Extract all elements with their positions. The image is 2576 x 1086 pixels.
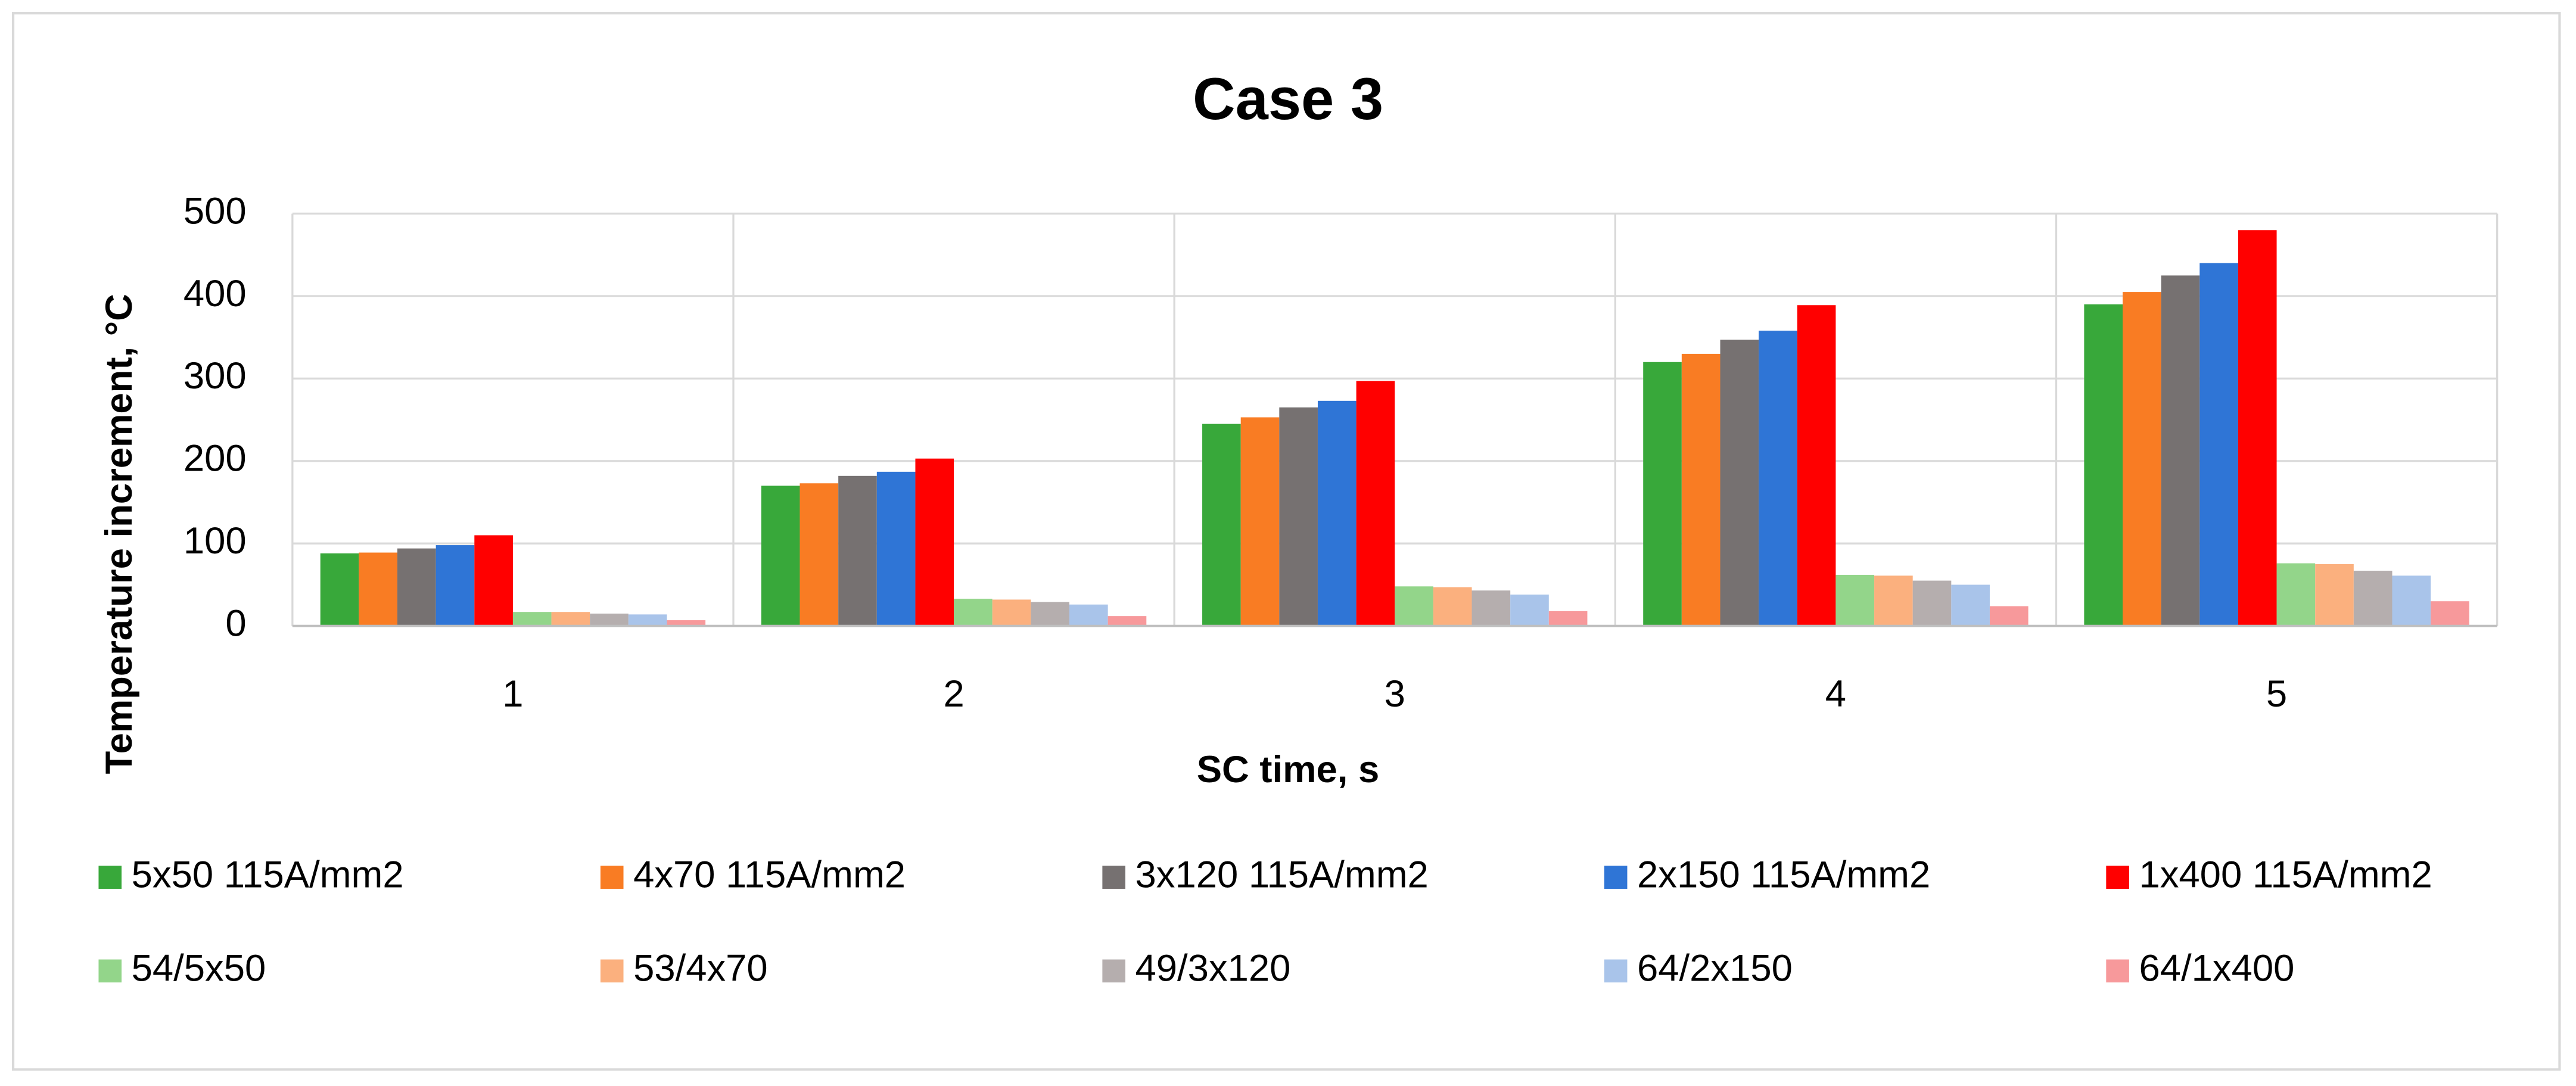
bar (474, 535, 513, 626)
bar (1279, 407, 1318, 626)
bar (1797, 305, 1836, 626)
bar (590, 613, 629, 626)
bar (992, 599, 1031, 626)
legend-swatch (98, 866, 122, 889)
bar (1759, 331, 1797, 626)
bar (1356, 381, 1395, 626)
bar (1874, 575, 1913, 626)
bar (435, 545, 475, 626)
x-tick-label: 1 (502, 673, 523, 715)
bar (1471, 590, 1511, 626)
legend-label: 54/5x50 (132, 948, 266, 989)
bar (2084, 304, 2123, 626)
bar (1069, 604, 1108, 626)
y-tick-label: 400 (183, 273, 247, 315)
bar (1951, 584, 1990, 626)
bar (2199, 263, 2238, 626)
bar (1681, 353, 1721, 626)
legend-swatch (1102, 959, 1125, 983)
y-tick-label: 200 (183, 438, 247, 480)
bar (2431, 601, 2469, 626)
legend-swatch (1102, 866, 1125, 889)
legend-swatch (600, 959, 624, 983)
bar (838, 475, 877, 626)
bar (954, 599, 993, 626)
bar (2315, 564, 2354, 626)
bar (1989, 606, 2029, 626)
legend-label: 1x400 115A/mm2 (2139, 854, 2432, 895)
x-tick-label: 4 (1825, 673, 1846, 715)
y-tick-label: 0 (225, 603, 246, 645)
bar (1835, 574, 1875, 626)
bar (915, 458, 954, 626)
legend-label: 64/1x400 (2139, 948, 2294, 989)
legend-swatch (2106, 866, 2129, 889)
legend-swatch (1604, 866, 1628, 889)
legend-label: 5x50 115A/mm2 (132, 854, 404, 895)
x-tick-label: 5 (2266, 673, 2287, 715)
bar (512, 612, 552, 626)
x-tick-label: 3 (1385, 673, 1405, 715)
bar (1912, 580, 1952, 626)
bar (1395, 586, 1433, 626)
legend-swatch (1604, 959, 1628, 983)
legend-swatch (600, 866, 624, 889)
bar (397, 548, 436, 626)
bar (2122, 292, 2161, 626)
bar (628, 614, 667, 626)
legend-label: 4x70 115A/mm2 (633, 854, 906, 895)
bar (320, 553, 359, 626)
y-tick-label: 100 (183, 520, 247, 562)
legend-label: 3x120 115A/mm2 (1135, 854, 1429, 895)
bar (1240, 417, 1280, 626)
y-tick-label: 500 (183, 190, 247, 232)
bar (1510, 595, 1549, 626)
legend-label: 2x150 115A/mm2 (1637, 854, 1930, 895)
bar (876, 471, 916, 626)
x-axis-label: SC time, s (1197, 749, 1380, 791)
bar (799, 483, 839, 626)
bar (2353, 571, 2393, 626)
legend-label: 53/4x70 (633, 948, 768, 989)
legend-label: 49/3x120 (1135, 948, 1291, 989)
y-tick-label: 300 (183, 355, 247, 397)
chart-title: Case 3 (1193, 66, 1383, 132)
bar (1643, 362, 1682, 626)
bar (2238, 230, 2277, 626)
bar (2276, 563, 2316, 626)
bar (667, 620, 706, 626)
bar (359, 552, 398, 626)
legend-label: 64/2x150 (1637, 948, 1793, 989)
legend-swatch (2106, 959, 2129, 983)
legend-swatch (98, 959, 122, 983)
bar (2161, 275, 2200, 626)
bar (1031, 602, 1070, 626)
bar (2392, 575, 2431, 626)
bar (1317, 400, 1357, 626)
y-axis-label: Temperature increment, °C (98, 294, 140, 774)
bar (761, 486, 800, 626)
bar (1720, 340, 1759, 626)
x-tick-label: 2 (943, 673, 964, 715)
bar (1433, 587, 1472, 626)
bar (1107, 616, 1147, 626)
bar (1202, 424, 1241, 626)
bar (1548, 611, 1588, 626)
bar (551, 612, 590, 626)
